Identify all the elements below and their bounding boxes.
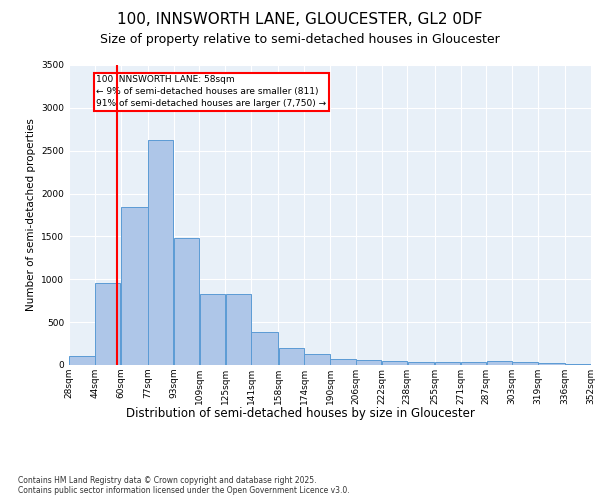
- Text: Distribution of semi-detached houses by size in Gloucester: Distribution of semi-detached houses by …: [125, 408, 475, 420]
- Bar: [226, 294, 251, 365]
- Bar: [278, 348, 304, 365]
- Bar: [174, 238, 199, 365]
- Bar: [435, 362, 460, 365]
- Bar: [512, 362, 538, 365]
- Bar: [565, 364, 591, 365]
- Bar: [121, 208, 148, 365]
- Bar: [148, 140, 173, 365]
- Bar: [330, 359, 356, 365]
- Bar: [356, 360, 382, 365]
- Bar: [95, 282, 121, 365]
- Bar: [200, 294, 225, 365]
- Text: 100, INNSWORTH LANE, GLOUCESTER, GL2 0DF: 100, INNSWORTH LANE, GLOUCESTER, GL2 0DF: [117, 12, 483, 28]
- Text: Contains HM Land Registry data © Crown copyright and database right 2025.
Contai: Contains HM Land Registry data © Crown c…: [18, 476, 350, 495]
- Bar: [538, 364, 565, 365]
- Bar: [69, 356, 95, 365]
- Bar: [487, 360, 512, 365]
- Y-axis label: Number of semi-detached properties: Number of semi-detached properties: [26, 118, 35, 312]
- Text: 100 INNSWORTH LANE: 58sqm
← 9% of semi-detached houses are smaller (811)
91% of : 100 INNSWORTH LANE: 58sqm ← 9% of semi-d…: [97, 76, 326, 108]
- Bar: [251, 332, 278, 365]
- Bar: [304, 354, 330, 365]
- Bar: [461, 362, 486, 365]
- Bar: [407, 362, 434, 365]
- Bar: [382, 360, 407, 365]
- Text: Size of property relative to semi-detached houses in Gloucester: Size of property relative to semi-detach…: [100, 32, 500, 46]
